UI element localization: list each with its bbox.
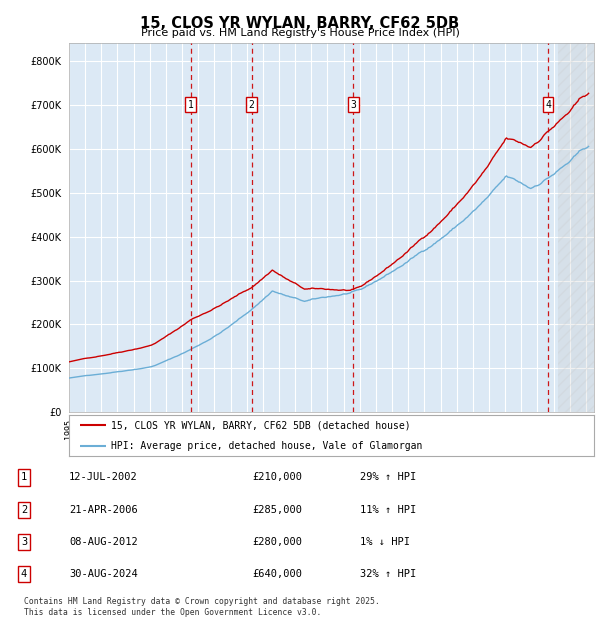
- Text: Price paid vs. HM Land Registry's House Price Index (HPI): Price paid vs. HM Land Registry's House …: [140, 28, 460, 38]
- Text: £280,000: £280,000: [252, 537, 302, 547]
- Text: 1% ↓ HPI: 1% ↓ HPI: [360, 537, 410, 547]
- Text: 32% ↑ HPI: 32% ↑ HPI: [360, 569, 416, 579]
- Bar: [559, 43, 594, 412]
- Text: 4: 4: [545, 100, 551, 110]
- Text: £210,000: £210,000: [252, 472, 302, 482]
- Text: 3: 3: [350, 100, 356, 110]
- Text: 12-JUL-2002: 12-JUL-2002: [69, 472, 138, 482]
- Text: 15, CLOS YR WYLAN, BARRY, CF62 5DB: 15, CLOS YR WYLAN, BARRY, CF62 5DB: [140, 16, 460, 30]
- Text: 3: 3: [21, 537, 27, 547]
- Text: 29% ↑ HPI: 29% ↑ HPI: [360, 472, 416, 482]
- Text: Contains HM Land Registry data © Crown copyright and database right 2025.
This d: Contains HM Land Registry data © Crown c…: [24, 598, 380, 617]
- Text: 2: 2: [21, 505, 27, 515]
- Text: 2: 2: [249, 100, 254, 110]
- Text: 4: 4: [21, 569, 27, 579]
- Text: 30-AUG-2024: 30-AUG-2024: [69, 569, 138, 579]
- Text: 11% ↑ HPI: 11% ↑ HPI: [360, 505, 416, 515]
- Text: 15, CLOS YR WYLAN, BARRY, CF62 5DB (detached house): 15, CLOS YR WYLAN, BARRY, CF62 5DB (deta…: [111, 420, 410, 430]
- Text: £285,000: £285,000: [252, 505, 302, 515]
- Text: 1: 1: [188, 100, 194, 110]
- Text: HPI: Average price, detached house, Vale of Glamorgan: HPI: Average price, detached house, Vale…: [111, 441, 422, 451]
- Text: 21-APR-2006: 21-APR-2006: [69, 505, 138, 515]
- Text: 08-AUG-2012: 08-AUG-2012: [69, 537, 138, 547]
- Text: £640,000: £640,000: [252, 569, 302, 579]
- Text: 1: 1: [21, 472, 27, 482]
